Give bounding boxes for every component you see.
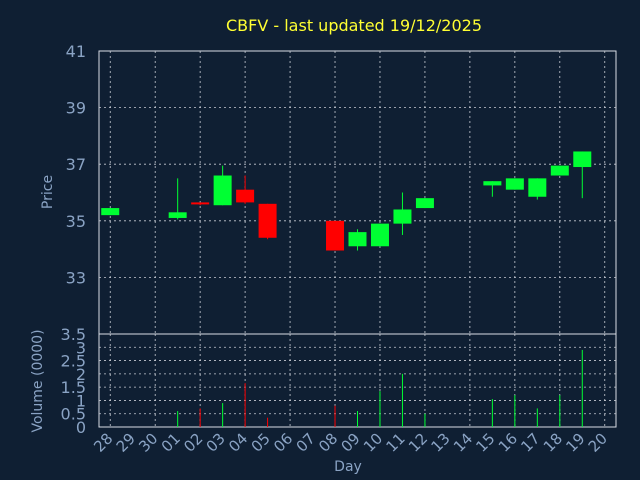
candle-body <box>348 232 367 247</box>
volume-tick-label: 3 <box>76 338 86 357</box>
candle-body <box>236 189 255 203</box>
chart-title: CBFV - last updated 19/12/2025 <box>226 16 482 35</box>
volume-tick-label: 0.5 <box>61 405 86 424</box>
price-tick-label: 35 <box>66 212 86 231</box>
candle-body <box>483 181 502 186</box>
volume-tick-label: 1.5 <box>61 378 86 397</box>
candle-body <box>393 209 412 224</box>
price-axis-label: Price <box>40 175 56 209</box>
x-axis-label: Day <box>334 459 362 475</box>
volume-panel: 00.511.522.533.5 <box>61 325 617 437</box>
price-panel: 33 35 37 39 41 <box>66 42 617 335</box>
volume-axis-label: Volume (0000) <box>30 329 46 432</box>
candle-body <box>370 223 389 247</box>
x-tick-label: 20 <box>585 430 611 456</box>
candle-body <box>326 220 345 251</box>
candle-body <box>213 175 232 206</box>
candle-body <box>191 202 210 205</box>
price-tick-label: 37 <box>66 155 86 174</box>
x-axis: 2829300102030405060708091011121314151617… <box>90 430 611 456</box>
price-tick-label: 41 <box>66 42 86 61</box>
candle-body <box>528 178 547 197</box>
volume-tick-label: 2.5 <box>61 352 86 371</box>
candle-body <box>258 203 277 238</box>
candle-body <box>415 198 434 209</box>
candle-body <box>573 151 592 168</box>
candle-body <box>101 208 120 216</box>
candle-body <box>505 178 524 190</box>
volume-tick-label: 3.5 <box>61 325 86 344</box>
candles <box>101 151 592 251</box>
price-tick-label: 33 <box>66 268 86 287</box>
volume-tick-label: 1 <box>76 391 86 410</box>
candle-body <box>550 165 569 176</box>
price-tick-label: 39 <box>66 99 86 118</box>
volume-tick-label: 0 <box>76 418 86 437</box>
candle-body <box>168 212 187 218</box>
volume-tick-label: 2 <box>76 365 86 384</box>
